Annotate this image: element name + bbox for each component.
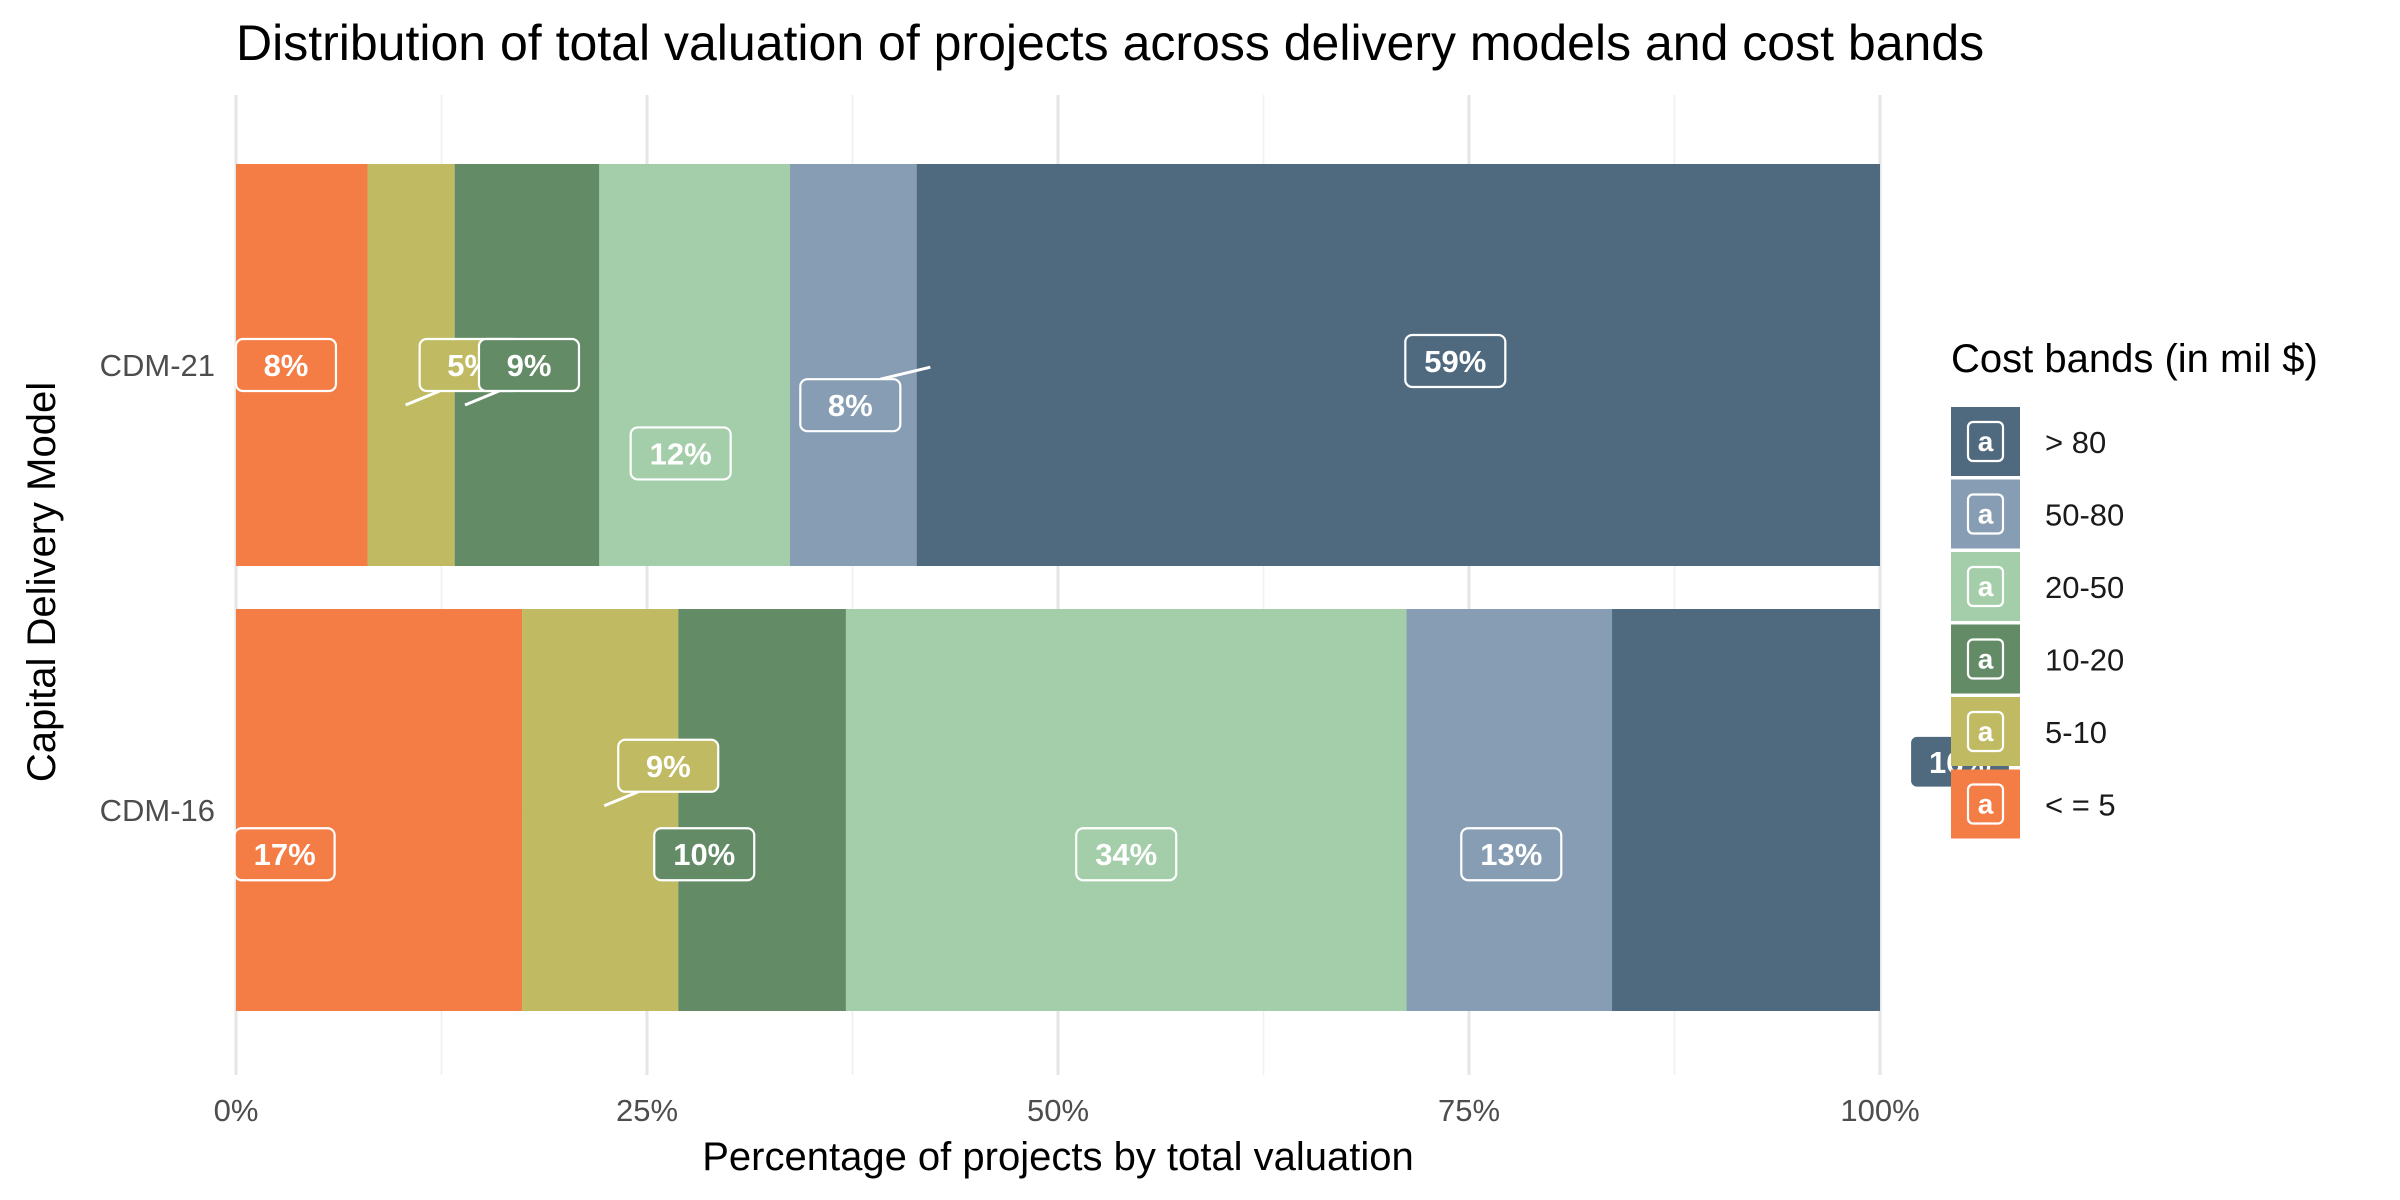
legend-item-50-80: a 50-80 bbox=[1951, 479, 2124, 549]
x-tick-label: 100% bbox=[1840, 1093, 1919, 1128]
data-label-cdm-21-50-80: 8% bbox=[799, 365, 931, 433]
label-box bbox=[477, 337, 581, 393]
bar-cdm-16-20-50 bbox=[845, 609, 1407, 1011]
legend-key-glyph: a bbox=[1978, 571, 1994, 602]
legend-title: Cost bands (in mil $) bbox=[1951, 337, 2318, 381]
legend-key-box bbox=[1966, 783, 2005, 825]
bar-cdm-16-80 bbox=[1612, 609, 1880, 1011]
legend-label: < = 5 bbox=[2045, 788, 2116, 823]
legend-item-80: a > 80 bbox=[1951, 407, 2106, 476]
legend-label: 10-20 bbox=[2045, 643, 2124, 678]
x-tick-label: 75% bbox=[1438, 1093, 1500, 1128]
label-box bbox=[617, 738, 720, 793]
legend-item-5-10: a 5-10 bbox=[1951, 697, 2107, 766]
label-text: 9% bbox=[646, 749, 691, 784]
data-label-cdm-16-50-80: 13% bbox=[1460, 827, 1563, 882]
data-label-cdm-16-20-50: 34% bbox=[1075, 827, 1178, 882]
label-box bbox=[233, 827, 336, 882]
legend-key-glyph: a bbox=[1978, 789, 1994, 820]
label-leader-line bbox=[405, 389, 441, 407]
label-leader-line bbox=[603, 790, 639, 808]
legend-key-box bbox=[1966, 638, 2005, 680]
label-box bbox=[1075, 827, 1178, 882]
bar-cdm-21-50-80 bbox=[790, 164, 917, 566]
label-text: 34% bbox=[1095, 837, 1157, 872]
legend-item-5: a < = 5 bbox=[1951, 769, 2116, 839]
legend-key-box bbox=[1966, 493, 2005, 535]
legend-key-glyph: a bbox=[1978, 499, 1994, 530]
x-tick-label: 0% bbox=[214, 1093, 259, 1128]
x-axis-title: Percentage of projects by total valuatio… bbox=[702, 1135, 1414, 1179]
y-axis-ticks: CDM-21 CDM-16 bbox=[100, 348, 215, 828]
legend-key-box bbox=[1966, 565, 2005, 608]
chart-title: Distribution of total valuation of proje… bbox=[236, 15, 1984, 71]
legend-item-20-50: a 20-50 bbox=[1951, 552, 2124, 621]
legend-label: 50-80 bbox=[2045, 498, 2124, 533]
legend-swatch bbox=[1951, 697, 2020, 766]
label-leader-line bbox=[1895, 786, 1931, 804]
y-axis-title: Capital Delivery Model bbox=[20, 382, 64, 782]
bar-cdm-16-10-20 bbox=[678, 609, 846, 1011]
legend-swatch bbox=[1951, 407, 2020, 476]
bar-cdm-16-50-80 bbox=[1406, 609, 1613, 1011]
label-leader-line bbox=[879, 365, 931, 381]
legend-swatch bbox=[1951, 552, 2020, 621]
data-label-cdm-21-20-50: 12% bbox=[629, 426, 732, 481]
y-tick-label: CDM-16 bbox=[100, 793, 215, 828]
legend-swatch bbox=[1951, 624, 2020, 694]
legend-swatch bbox=[1951, 479, 2020, 549]
bar-cdm-16-5-10 bbox=[522, 609, 679, 1011]
y-tick-label: CDM-21 bbox=[100, 348, 215, 383]
x-tick-label: 25% bbox=[616, 1093, 678, 1128]
label-text: 59% bbox=[1424, 344, 1486, 379]
data-label-cdm-21-80: 59% bbox=[1404, 333, 1507, 389]
data-label-cdm-21-10-20: 9% bbox=[464, 337, 581, 407]
legend-label: > 80 bbox=[2045, 425, 2106, 460]
data-label-cdm-16-10-20: 10% bbox=[653, 827, 756, 882]
legend-key-glyph: a bbox=[1978, 716, 1994, 747]
legend-key-glyph: a bbox=[1978, 426, 1994, 457]
label-box bbox=[629, 426, 732, 481]
label-text: 13% bbox=[1480, 837, 1542, 872]
legend: Cost bands (in mil $) a > 80a 50-80a 20-50a… bbox=[1951, 337, 2318, 839]
label-box bbox=[234, 337, 338, 393]
label-text: 10% bbox=[673, 837, 735, 872]
legend-label: 5-10 bbox=[2045, 715, 2107, 750]
label-text: 12% bbox=[650, 436, 712, 471]
legend-key-box bbox=[1966, 710, 2005, 753]
legend-label: 20-50 bbox=[2045, 570, 2124, 605]
label-box bbox=[799, 378, 902, 433]
label-text: 8% bbox=[264, 348, 309, 383]
bar-cdm-21-20-50 bbox=[599, 164, 791, 566]
data-label-cdm-16-5-10: 9% bbox=[603, 738, 720, 808]
legend-item-10-20: a 10-20 bbox=[1951, 624, 2124, 694]
label-box bbox=[1460, 827, 1563, 882]
bar-cdm-21-80 bbox=[916, 164, 1880, 566]
legend-key-glyph: a bbox=[1978, 644, 1994, 675]
label-leader-line bbox=[464, 389, 500, 407]
label-text: 9% bbox=[507, 348, 552, 383]
x-tick-label: 50% bbox=[1027, 1093, 1089, 1128]
bar-cdm-16-5 bbox=[236, 609, 523, 1011]
data-label-cdm-21-5: 8% bbox=[234, 337, 338, 393]
x-axis-ticks: 0% 25% 50% 75% 100% bbox=[214, 1093, 1920, 1128]
label-box bbox=[653, 827, 756, 882]
legend-key-box bbox=[1966, 420, 2005, 463]
label-text: 17% bbox=[254, 837, 316, 872]
label-text: 8% bbox=[828, 388, 873, 423]
data-label-cdm-16-5: 17% bbox=[233, 827, 336, 882]
legend-swatch bbox=[1951, 769, 2020, 839]
label-box bbox=[1404, 333, 1507, 389]
